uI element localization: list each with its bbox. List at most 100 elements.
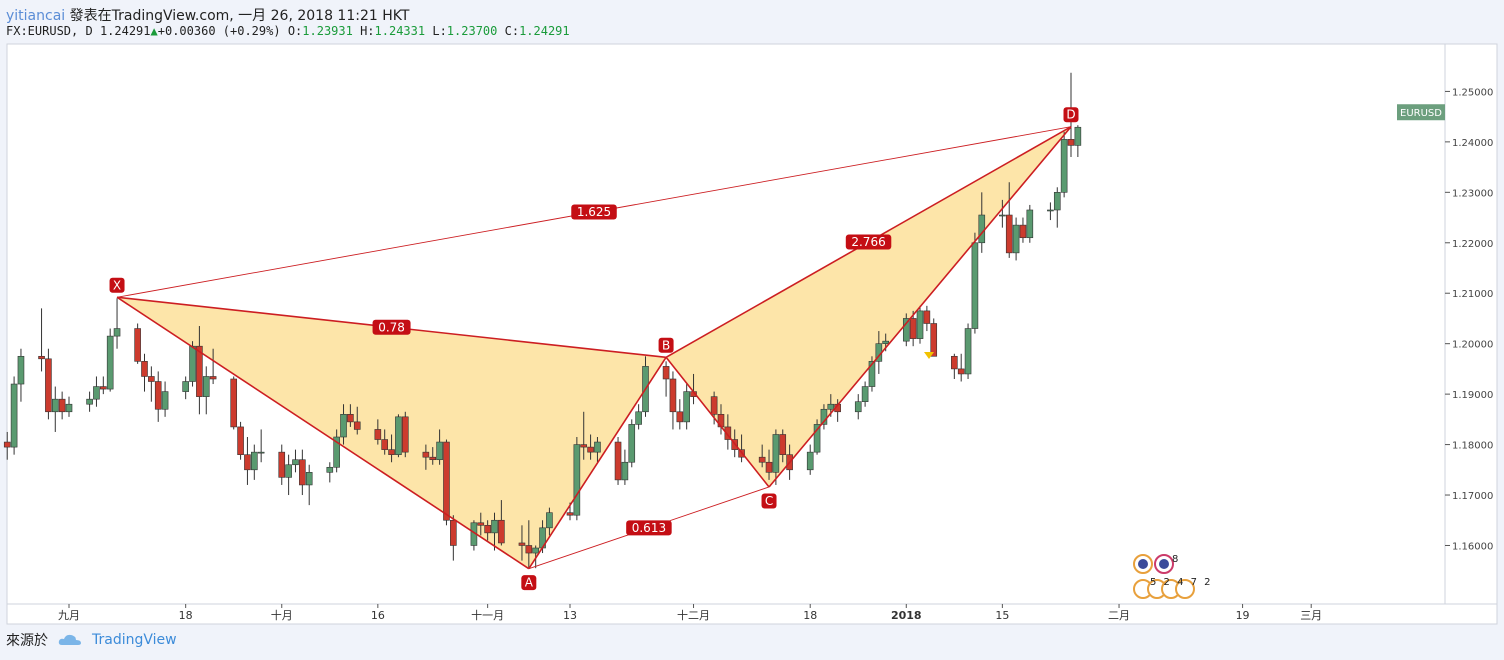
candle bbox=[635, 404, 642, 430]
candle bbox=[237, 421, 244, 460]
candle-body bbox=[106, 335, 114, 390]
up-arrow-icon: ▲ bbox=[150, 24, 158, 38]
candle-body bbox=[45, 358, 52, 413]
x-tick-label: 二月 bbox=[1108, 609, 1130, 622]
candle bbox=[813, 419, 821, 455]
candle-body bbox=[10, 383, 18, 448]
tradingview-cloud-icon bbox=[58, 634, 81, 645]
candle bbox=[134, 323, 141, 364]
candle bbox=[806, 444, 814, 475]
point-label-x-text: X bbox=[113, 278, 121, 292]
candle-body bbox=[964, 328, 972, 375]
ohlc-legend: FX:EURUSD, D 1.24291▲+0.00360 (+0.29%) O… bbox=[6, 24, 570, 40]
candle-body bbox=[916, 310, 924, 339]
ratio-label: 0.78 bbox=[372, 319, 411, 335]
candle-body bbox=[614, 441, 622, 481]
candle-body bbox=[202, 376, 210, 397]
publisher-username[interactable]: yitiancai bbox=[6, 8, 66, 24]
candle bbox=[395, 414, 402, 458]
candle bbox=[340, 404, 347, 445]
candle bbox=[353, 406, 361, 435]
candle bbox=[388, 434, 395, 463]
candle-body bbox=[827, 403, 835, 410]
x-tick-label: 十月 bbox=[271, 608, 293, 622]
point-label-a-bg bbox=[521, 575, 537, 591]
candle bbox=[1005, 182, 1013, 258]
candle bbox=[1060, 131, 1068, 198]
open-label: O: bbox=[287, 24, 303, 38]
candle-body bbox=[1060, 139, 1068, 193]
candle bbox=[17, 348, 25, 402]
candle bbox=[923, 305, 931, 332]
candle-body bbox=[1047, 209, 1054, 212]
ratio-label-text: 0.78 bbox=[378, 320, 405, 334]
candle-body bbox=[518, 542, 526, 546]
candle-body bbox=[882, 340, 889, 344]
high-value: 1.24331 bbox=[374, 24, 426, 38]
event-circle-icon bbox=[1175, 579, 1195, 599]
candle bbox=[491, 512, 498, 551]
candle-body bbox=[566, 512, 574, 516]
candle bbox=[951, 353, 958, 379]
y-tick-label: 1.20000 bbox=[1452, 340, 1493, 351]
x-tick-label: 16 bbox=[371, 609, 385, 622]
y-tick-label: 1.18000 bbox=[1452, 441, 1493, 452]
candle-body bbox=[779, 434, 787, 455]
footer: 來源於 TradingView bbox=[6, 630, 177, 650]
candle bbox=[422, 444, 430, 470]
price-axis-area[interactable] bbox=[1444, 43, 1498, 605]
candle bbox=[1026, 204, 1034, 243]
candle bbox=[628, 419, 636, 468]
candle-body bbox=[1012, 224, 1020, 254]
candle-body bbox=[1074, 126, 1082, 146]
candle bbox=[148, 366, 155, 402]
candle bbox=[909, 310, 917, 347]
candle bbox=[930, 318, 938, 357]
y-tick-label: 1.25000 bbox=[1452, 87, 1493, 98]
candle-body bbox=[902, 318, 910, 342]
candle bbox=[305, 464, 313, 506]
x-tick-label: 13 bbox=[563, 609, 577, 622]
candle bbox=[614, 437, 622, 485]
ratio-label-text: 0.613 bbox=[632, 521, 666, 535]
y-tick-label: 1.23000 bbox=[1452, 188, 1493, 199]
candle-body bbox=[477, 522, 485, 526]
candle-body bbox=[491, 519, 498, 534]
candle-body bbox=[532, 547, 539, 554]
events-count-top: 8 bbox=[1172, 554, 1178, 565]
candle-body bbox=[429, 456, 437, 461]
events-count-bottom: 5 2 4 7 2 bbox=[1150, 577, 1213, 588]
candle-body bbox=[333, 436, 340, 468]
candle-body bbox=[450, 519, 457, 546]
candle-body bbox=[340, 414, 347, 438]
pattern-fill-bcd bbox=[666, 126, 1071, 487]
candle-body bbox=[676, 411, 684, 423]
candle bbox=[765, 449, 773, 480]
point-label-c-bg bbox=[761, 493, 777, 509]
candle bbox=[758, 444, 766, 468]
candle-body bbox=[257, 451, 265, 454]
candle bbox=[202, 366, 210, 415]
tradingview-brand[interactable]: TradingView bbox=[92, 632, 177, 648]
close-label: C: bbox=[504, 24, 520, 38]
candle bbox=[3, 431, 11, 460]
candle bbox=[230, 376, 238, 430]
candle bbox=[484, 520, 491, 541]
candle bbox=[278, 444, 286, 485]
candle-body bbox=[244, 454, 251, 471]
candle bbox=[1047, 202, 1054, 221]
point-label-c: C bbox=[761, 493, 777, 509]
candle-body bbox=[951, 355, 958, 370]
pattern-fill-xab bbox=[117, 297, 667, 569]
time-axis-area[interactable] bbox=[6, 603, 1498, 625]
price-change: +0.00360 (+0.29%) bbox=[157, 24, 281, 38]
chart-header-title: yitiancai 發表在TradingView.com, 一月 26, 201… bbox=[6, 5, 409, 24]
point-label-d: D bbox=[1063, 107, 1079, 123]
candle-body bbox=[189, 345, 196, 382]
candle bbox=[381, 429, 388, 455]
candle-body bbox=[134, 328, 141, 362]
candle-body bbox=[765, 461, 773, 473]
candle-body bbox=[861, 386, 869, 402]
candle-body bbox=[669, 378, 677, 413]
